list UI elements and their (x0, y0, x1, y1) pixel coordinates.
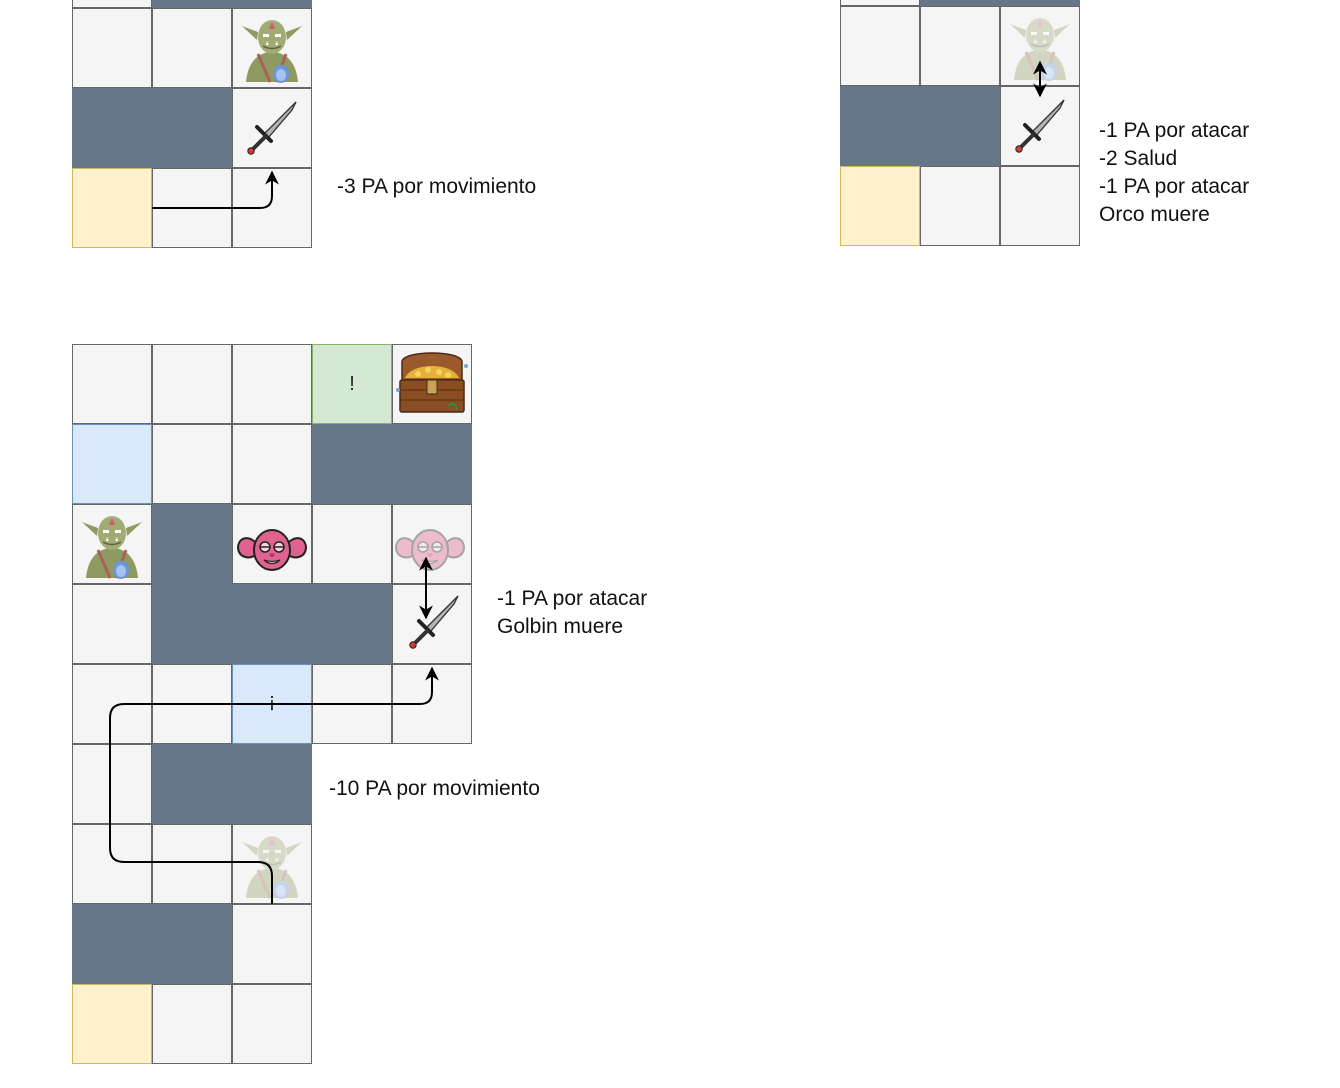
cell (72, 584, 152, 664)
orc-icon (80, 514, 144, 581)
cell (840, 0, 920, 6)
cell (312, 504, 392, 584)
move-path-arrow (109, 666, 439, 904)
move-cost-note: -3 PA por movimiento (337, 175, 537, 198)
cell (920, 166, 1000, 246)
cell (152, 344, 232, 424)
sword-icon (407, 594, 460, 651)
attack-note-line-3: -1 PA por atacar (1099, 175, 1250, 198)
wall-cell (920, 0, 1080, 6)
cell (72, 744, 152, 824)
wall-cell (152, 584, 392, 664)
cell (232, 344, 312, 424)
start-cell (72, 168, 152, 248)
move-cost-note: -10 PA por movimiento (329, 777, 540, 800)
cell (232, 984, 312, 1064)
cell (920, 6, 1000, 86)
wall-cell (72, 904, 232, 984)
cell (1000, 166, 1080, 246)
goblin-icon-defeated (395, 529, 465, 571)
cell (840, 6, 920, 86)
cell (232, 904, 312, 984)
cell (152, 984, 232, 1064)
move-path-arrow (152, 170, 279, 209)
start-cell (72, 984, 152, 1064)
attack-note-line-2: Golbin muere (497, 615, 624, 638)
sword-icon (245, 100, 298, 157)
sword-icon (1013, 98, 1066, 155)
start-cell (840, 166, 920, 246)
cell (72, 344, 152, 424)
cell (152, 424, 232, 504)
cell (232, 424, 312, 504)
attack-note-line-4: Orco muere (1099, 203, 1210, 226)
orc-icon (240, 18, 304, 85)
cell (152, 8, 232, 88)
attack-note-line-2: -2 Salud (1099, 147, 1178, 170)
wall-cell (152, 0, 312, 8)
cell (72, 824, 152, 904)
event-cell (72, 424, 152, 504)
cell (72, 8, 152, 88)
cell (232, 88, 312, 168)
goblin-icon (237, 529, 307, 571)
wall-cell (72, 88, 232, 168)
attack-note-line-1: -1 PA por atacar (1099, 119, 1250, 142)
event-mark: ¡ (268, 690, 276, 712)
wall-cell (152, 744, 312, 824)
wall-cell (152, 504, 232, 584)
goal-cell (312, 344, 392, 424)
treasure-chest-icon (395, 352, 469, 413)
goal-mark: ! (349, 372, 355, 395)
attack-note-line-1: -1 PA por atacar (497, 587, 648, 610)
wall-cell (840, 86, 1000, 166)
wall-cell (312, 424, 472, 504)
cell (72, 0, 152, 8)
cell (152, 824, 232, 904)
